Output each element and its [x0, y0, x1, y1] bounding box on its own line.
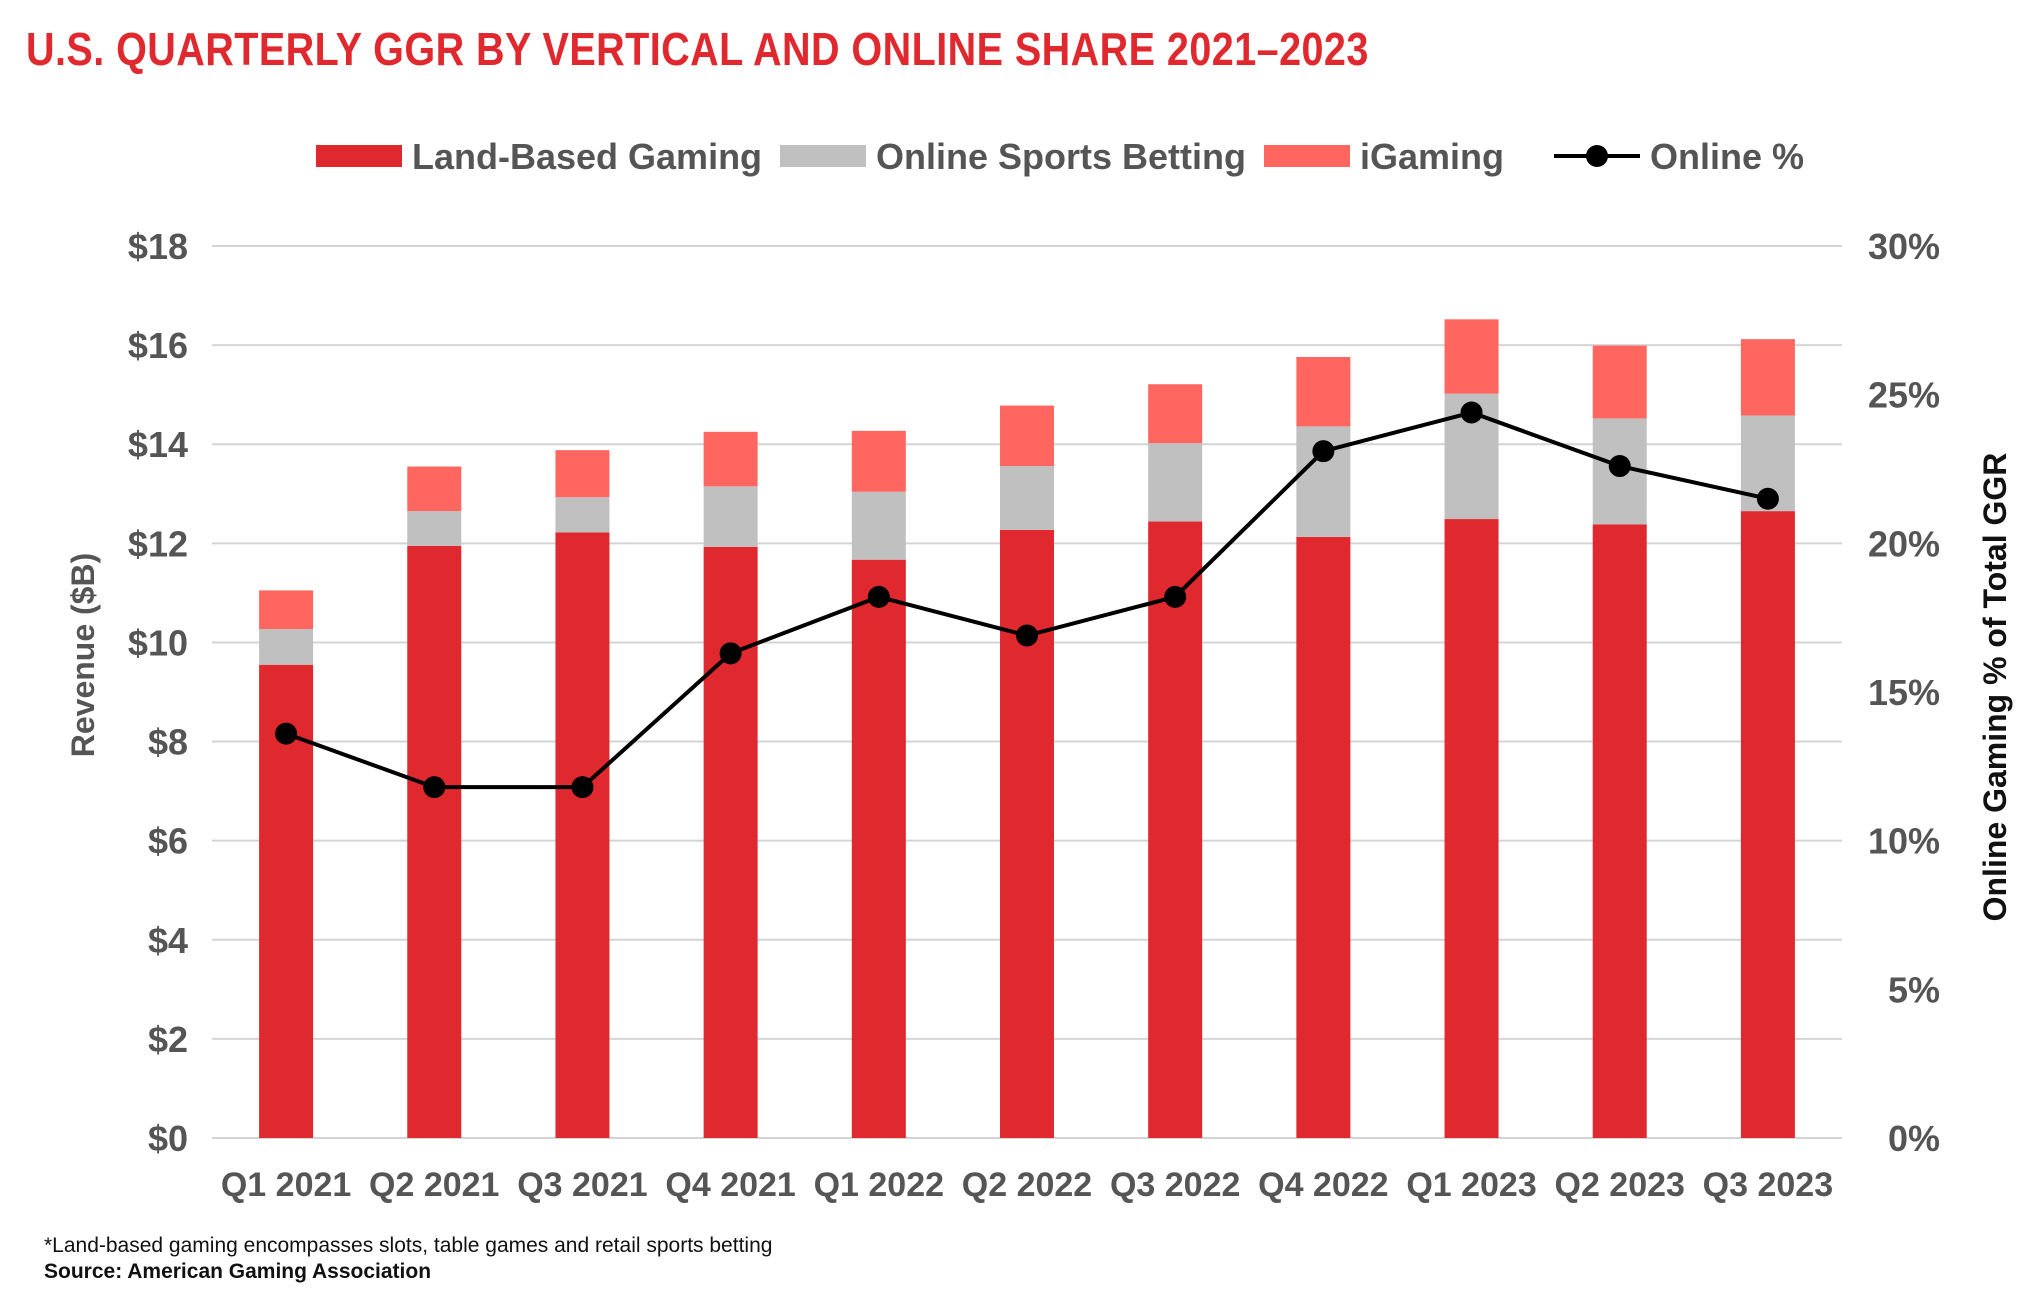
- y-axis-right: 0% 5% 10% 15% 20% 25% 30%: [1868, 226, 1940, 1159]
- online-share-point-q2-2023: [1608, 455, 1631, 478]
- online-share-point-q3-2021: [571, 776, 594, 799]
- bar-land-based-q3-2023: [1740, 511, 1795, 1139]
- y-tick-label: $10: [128, 622, 188, 663]
- legend-swatch-online-sports-betting: [780, 145, 866, 167]
- y-axis-title-right: Online Gaming % of Total GGR: [1977, 453, 2013, 922]
- bar-igaming-q3-2023: [1740, 339, 1795, 416]
- online-share-point-q4-2021: [719, 642, 742, 665]
- bar-igaming-q1-2022: [851, 430, 906, 492]
- bar-land-based-q2-2021: [407, 545, 462, 1138]
- y2-tick-label: 20%: [1868, 523, 1940, 564]
- bar-land-based-q4-2021: [703, 546, 758, 1138]
- x-tick-label: Q1 2023: [1406, 1166, 1536, 1204]
- online-share-point-q4-2022: [1312, 440, 1335, 463]
- y-axis-title-left: Revenue ($B): [65, 553, 101, 758]
- x-tick-label: Q3 2023: [1703, 1166, 1833, 1204]
- y-tick-label: $16: [128, 325, 188, 366]
- bar-igaming-q1-2023: [1444, 319, 1499, 394]
- online-share-point-q3-2023: [1756, 487, 1779, 510]
- online-share-point-q2-2021: [423, 776, 446, 799]
- online-share-point-q3-2022: [1164, 585, 1187, 608]
- y2-tick-label: 5%: [1888, 969, 1940, 1010]
- y2-tick-label: 10%: [1868, 821, 1940, 862]
- bar-igaming-q2-2023: [1592, 345, 1647, 419]
- y-tick-label: $12: [128, 523, 188, 564]
- x-tick-label: Q3 2022: [1110, 1166, 1240, 1204]
- y2-tick-label: 25%: [1868, 375, 1940, 416]
- y-tick-label: $0: [148, 1118, 188, 1159]
- legend: Land-Based Gaming Online Sports Betting iG…: [316, 136, 1804, 177]
- online-share-point-q1-2022: [867, 585, 890, 608]
- chart-title: U.S. QUARTERLY GGR BY VERTICAL AND ONLIN…: [26, 23, 1369, 75]
- bar-igaming-q2-2022: [1000, 405, 1054, 467]
- bar-land-based-q1-2022: [851, 559, 906, 1138]
- online-share-point-q2-2022: [1016, 624, 1038, 647]
- bar-igaming-q2-2021: [407, 466, 462, 512]
- x-tick-label: Q1 2021: [221, 1166, 351, 1204]
- bar-online-sports-betting-q1-2021: [259, 629, 314, 665]
- bar-land-based-q2-2023: [1592, 524, 1647, 1138]
- y-tick-label: $6: [148, 821, 188, 862]
- legend-swatch-marker-online-percent: [1586, 145, 1608, 167]
- online-share-point-q1-2023: [1460, 401, 1483, 424]
- bar-igaming-q3-2022: [1148, 384, 1203, 444]
- legend-swatch-land-based: [316, 145, 402, 167]
- bar-land-based-q2-2022: [1000, 529, 1054, 1138]
- x-tick-label: Q4 2021: [665, 1166, 795, 1204]
- footnote: *Land-based gaming encompasses slots, ta…: [44, 1234, 773, 1257]
- bar-online-sports-betting-q1-2022: [851, 491, 906, 560]
- y-tick-label: $4: [148, 920, 188, 961]
- y2-tick-label: 15%: [1868, 672, 1940, 713]
- online-share-point-q1-2021: [275, 722, 298, 745]
- bar-online-sports-betting-q3-2021: [555, 497, 610, 533]
- line-series: [275, 401, 1779, 799]
- x-tick-label: Q2 2023: [1555, 1166, 1685, 1204]
- bar-land-based-q3-2021: [555, 532, 610, 1138]
- bar-land-based-q3-2022: [1148, 521, 1203, 1138]
- legend-label-online-percent: Online %: [1650, 136, 1804, 177]
- y-tick-label: $18: [128, 226, 188, 267]
- y-tick-label: $14: [128, 424, 188, 465]
- bar-online-sports-betting-q4-2021: [703, 486, 758, 547]
- legend-label-land-based: Land-Based Gaming: [412, 136, 762, 177]
- y2-tick-label: 30%: [1868, 226, 1940, 267]
- x-tick-label: Q4 2022: [1258, 1166, 1388, 1204]
- x-tick-label: Q1 2022: [814, 1166, 944, 1204]
- y-tick-label: $8: [148, 722, 188, 763]
- bar-igaming-q4-2021: [703, 431, 758, 487]
- legend-swatch-igaming: [1264, 145, 1350, 167]
- x-tick-label: Q2 2021: [369, 1166, 499, 1204]
- bar-series: [259, 319, 1795, 1139]
- bar-igaming-q1-2021: [259, 590, 314, 630]
- legend-label-online-sports-betting: Online Sports Betting: [876, 136, 1246, 177]
- legend-label-igaming: iGaming: [1360, 136, 1504, 177]
- y-axis-left: $0 $2 $4 $6 $8 $10 $12 $14 $16 $18: [128, 226, 188, 1159]
- bar-online-sports-betting-q2-2022: [1000, 466, 1054, 530]
- bar-igaming-q3-2021: [555, 450, 610, 498]
- x-tick-label: Q2 2022: [962, 1166, 1092, 1204]
- y2-tick-label: 0%: [1888, 1118, 1940, 1159]
- x-axis: Q1 2021 Q2 2021 Q3 2021 Q4 2021 Q1 2022 Q2 20…: [221, 1166, 1833, 1204]
- x-tick-label: Q3 2021: [517, 1166, 647, 1204]
- y-tick-label: $2: [148, 1019, 188, 1060]
- bar-online-sports-betting-q2-2021: [407, 511, 462, 546]
- source-note: Source: American Gaming Association: [44, 1260, 432, 1283]
- bar-online-sports-betting-q3-2022: [1148, 443, 1203, 522]
- bar-land-based-q1-2023: [1444, 519, 1499, 1138]
- bar-land-based-q4-2022: [1296, 536, 1351, 1138]
- bar-igaming-q4-2022: [1296, 357, 1351, 427]
